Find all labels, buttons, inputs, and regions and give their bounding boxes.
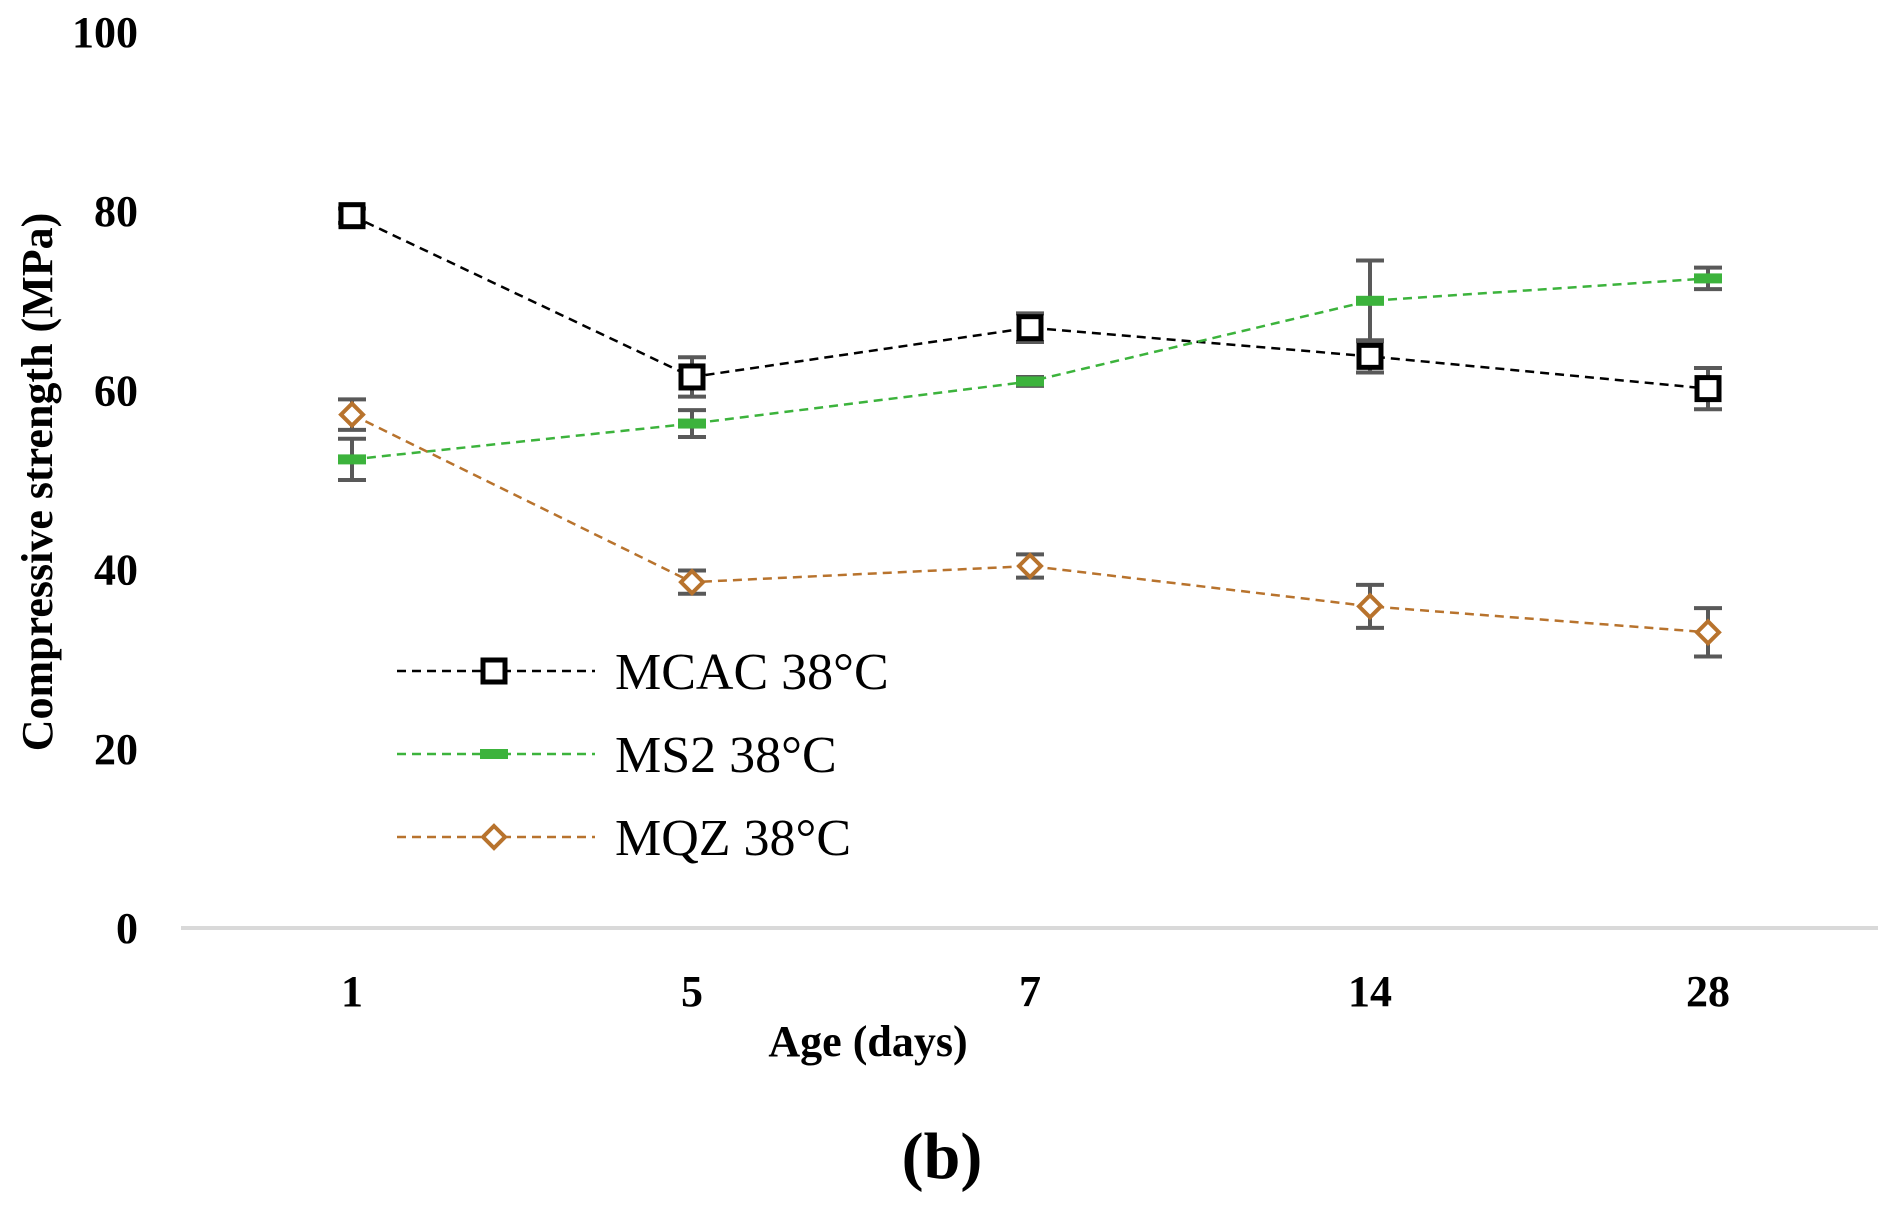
data-point-mqz-38-c-1 bbox=[338, 400, 366, 429]
series-ms2-38-c bbox=[338, 273, 1722, 465]
series-line-mcac-38-c bbox=[351, 214, 1709, 390]
x-tick-label-7: 7 bbox=[1019, 967, 1041, 1016]
x-tick-label-1: 1 bbox=[341, 967, 363, 1016]
y-tick-label-40: 40 bbox=[94, 546, 138, 595]
data-point-mcac-38-c-5 bbox=[678, 363, 706, 391]
data-point-mcac-38-c-1 bbox=[338, 202, 366, 230]
data-point-ms2-38-c-5 bbox=[678, 418, 706, 429]
data-point-mqz-38-c-14 bbox=[1356, 592, 1384, 621]
data-point-mqz-38-c-28 bbox=[1694, 618, 1722, 647]
data-point-ms2-38-c-7 bbox=[1016, 376, 1044, 387]
y-tick-label-0: 0 bbox=[116, 904, 138, 953]
data-point-mcac-38-c-28 bbox=[1694, 375, 1722, 403]
legend: MCAC 38°C MS2 38°C MQZ 38°C bbox=[397, 644, 889, 867]
legend-item-mcac-38-c: MCAC 38°C bbox=[397, 644, 889, 701]
y-tick-label-100: 100 bbox=[72, 8, 138, 57]
x-tick-label-5: 5 bbox=[681, 967, 703, 1016]
y-axis-ticks: 0 20 40 60 80 100 bbox=[72, 8, 138, 953]
data-point-mcac-38-c-7 bbox=[1016, 314, 1044, 342]
data-point-ms2-38-c-28 bbox=[1694, 273, 1722, 284]
x-axis-ticks: 1 5 7 14 28 bbox=[341, 967, 1730, 1016]
series-mqz-38-c bbox=[338, 400, 1722, 647]
y-axis-title: Compressive strength (MPa) bbox=[13, 213, 62, 752]
data-point-mqz-38-c-5 bbox=[678, 568, 706, 596]
x-tick-label-14: 14 bbox=[1348, 967, 1392, 1016]
legend-item-ms2-38-c: MS2 38°C bbox=[397, 727, 837, 784]
series-line-ms2-38-c bbox=[351, 277, 1709, 461]
data-point-ms2-38-c-14 bbox=[1356, 295, 1384, 306]
legend-label-mcac-38-c: MCAC 38°C bbox=[615, 644, 889, 701]
y-tick-label-20: 20 bbox=[94, 725, 138, 774]
x-tick-label-28: 28 bbox=[1686, 967, 1730, 1016]
legend-item-mqz-38-c: MQZ 38°C bbox=[397, 810, 851, 867]
data-point-ms2-38-c-1 bbox=[338, 454, 366, 465]
panel-label: (b) bbox=[902, 1120, 983, 1193]
series-line-mqz-38-c bbox=[351, 413, 1709, 634]
legend-marker-ms2-38-c bbox=[480, 749, 508, 759]
y-tick-label-60: 60 bbox=[94, 366, 138, 415]
legend-marker-mqz-38-c bbox=[480, 823, 508, 851]
y-tick-label-80: 80 bbox=[94, 187, 138, 236]
x-axis-title: Age (days) bbox=[768, 1017, 967, 1066]
data-point-mcac-38-c-14 bbox=[1356, 342, 1384, 370]
series-mcac-38-c bbox=[338, 202, 1722, 403]
data-point-mqz-38-c-7 bbox=[1016, 552, 1044, 580]
legend-label-mqz-38-c: MQZ 38°C bbox=[615, 810, 851, 867]
legend-label-ms2-38-c: MS2 38°C bbox=[615, 727, 837, 784]
legend-marker-mcac-38-c bbox=[480, 657, 508, 685]
series-layer bbox=[338, 202, 1722, 659]
